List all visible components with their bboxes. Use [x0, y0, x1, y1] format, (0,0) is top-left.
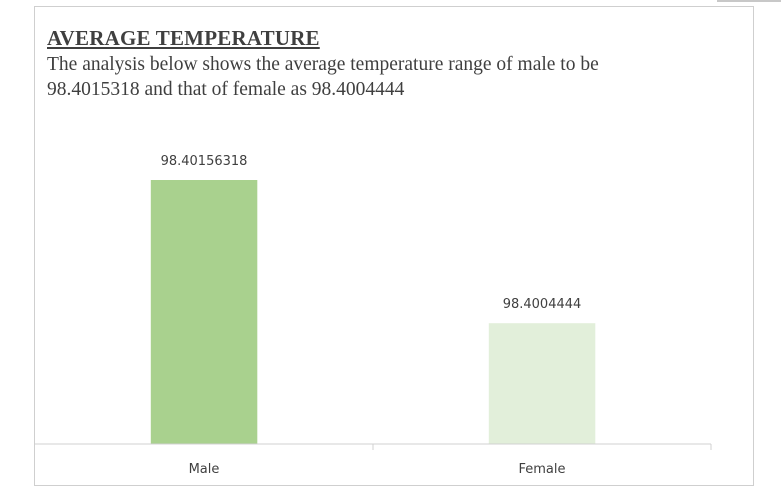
chart-subtitle: The analysis below shows the average tem… — [47, 54, 599, 100]
x-tick-label-female: Female — [518, 462, 565, 477]
bar-female — [488, 323, 596, 444]
data-label-male: 98.40156318 — [161, 154, 248, 169]
chart-title: AVERAGE TEMPERATURE — [47, 26, 320, 50]
x-tick-label-male: Male — [189, 462, 220, 477]
window-edge-line — [717, 0, 781, 2]
bar-male — [150, 180, 258, 444]
data-label-female: 98.4004444 — [503, 297, 582, 312]
